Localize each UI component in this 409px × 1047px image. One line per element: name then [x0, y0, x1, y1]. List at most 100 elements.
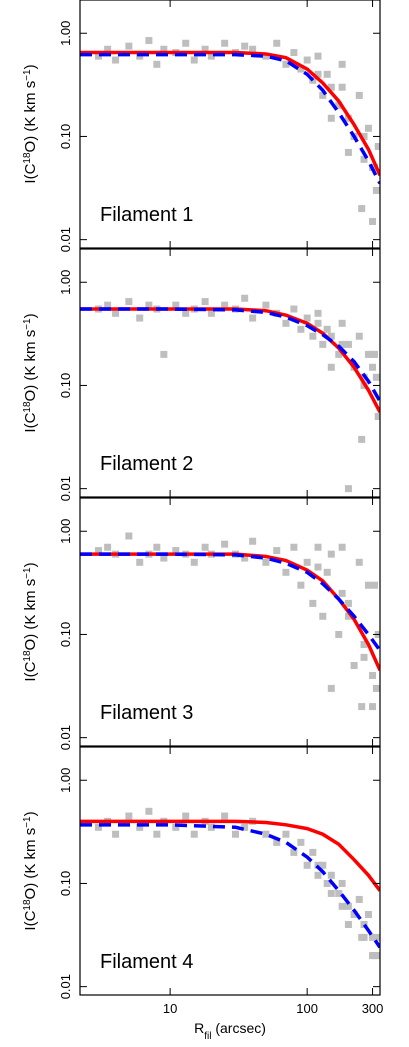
y-tick-label: 0.01	[58, 476, 73, 501]
point	[344, 340, 352, 348]
point	[314, 543, 322, 551]
point	[335, 101, 343, 109]
point	[309, 848, 317, 856]
y-label-part: O) (K km s	[22, 81, 39, 153]
point	[369, 217, 377, 225]
point	[319, 612, 327, 620]
point	[338, 319, 346, 327]
point	[160, 350, 168, 358]
point	[358, 435, 366, 443]
point	[338, 902, 346, 910]
y-tick-label: 1.00	[58, 270, 73, 295]
point	[241, 554, 249, 562]
point	[249, 314, 257, 322]
y-tick-label: 0.10	[58, 124, 73, 149]
annotation: Filament 1	[100, 204, 193, 226]
y-label-part: −1	[22, 69, 33, 81]
point	[262, 52, 270, 60]
point	[201, 45, 209, 53]
point	[112, 830, 120, 838]
plot-area	[80, 532, 380, 711]
y-axis-label: I(C18O) (K km s−1)	[22, 562, 40, 681]
model-line	[80, 307, 380, 414]
point	[182, 39, 190, 47]
point	[374, 413, 380, 421]
x-axis-label: Rfil (arcsec)	[194, 1020, 266, 1042]
point	[112, 56, 120, 64]
point	[355, 895, 363, 903]
y-label-part: −1	[22, 318, 33, 330]
model-line	[80, 307, 380, 403]
point	[327, 332, 335, 340]
y-label-part: 18	[22, 899, 33, 911]
point	[314, 52, 322, 60]
point	[172, 547, 180, 555]
point	[372, 186, 380, 194]
point	[172, 823, 180, 831]
point	[364, 350, 372, 358]
point	[303, 56, 311, 64]
point	[160, 554, 168, 562]
y-tick-label: 0.10	[58, 373, 73, 398]
point	[273, 838, 281, 846]
y-label-part: 18	[22, 152, 33, 164]
point	[358, 703, 366, 711]
y-tick-label: 1.00	[58, 768, 73, 793]
y-label-part: I(C	[22, 412, 39, 432]
point	[369, 933, 377, 941]
annotation: Filament 3	[100, 702, 193, 724]
y-label-part: 18	[22, 650, 33, 662]
point	[344, 148, 352, 156]
point	[282, 319, 290, 327]
model-line	[80, 50, 380, 177]
point	[221, 39, 229, 47]
point	[369, 672, 377, 680]
point	[94, 823, 102, 831]
point	[136, 314, 144, 322]
point	[241, 294, 249, 302]
point	[355, 91, 363, 99]
plot-area	[80, 807, 380, 960]
point	[262, 558, 270, 566]
x-tick-label: 300	[362, 1001, 384, 1016]
point	[350, 911, 358, 919]
point	[358, 205, 366, 213]
point	[314, 309, 322, 317]
point	[94, 52, 102, 60]
point	[319, 861, 327, 869]
point	[371, 350, 379, 358]
y-label-part: )	[22, 64, 39, 69]
point	[374, 142, 380, 150]
point	[335, 350, 343, 358]
frame	[79, 497, 381, 747]
point	[125, 298, 133, 306]
point	[314, 563, 322, 571]
point	[153, 60, 161, 68]
point	[338, 340, 346, 348]
point	[153, 543, 161, 551]
point	[282, 568, 290, 576]
point	[104, 543, 112, 551]
frame	[79, 248, 381, 498]
point	[125, 42, 133, 50]
y-label-part: −1	[22, 816, 33, 828]
point	[369, 703, 377, 711]
y-label-part: )	[22, 562, 39, 567]
point	[327, 684, 335, 692]
y-tick-label: 0.10	[58, 871, 73, 896]
point	[125, 812, 133, 820]
point	[374, 933, 380, 941]
x-label-part: (arcsec)	[211, 1020, 265, 1036]
point	[314, 70, 322, 78]
point	[221, 540, 229, 548]
model-line	[80, 819, 380, 892]
plot-area	[80, 294, 380, 493]
point	[327, 83, 335, 91]
point	[297, 65, 305, 73]
y-axis-label: I(C18O) (K km s−1)	[22, 313, 40, 432]
x-tick-label: 10	[163, 1001, 177, 1016]
point	[360, 640, 368, 648]
y-tick-label: 1.00	[58, 519, 73, 544]
